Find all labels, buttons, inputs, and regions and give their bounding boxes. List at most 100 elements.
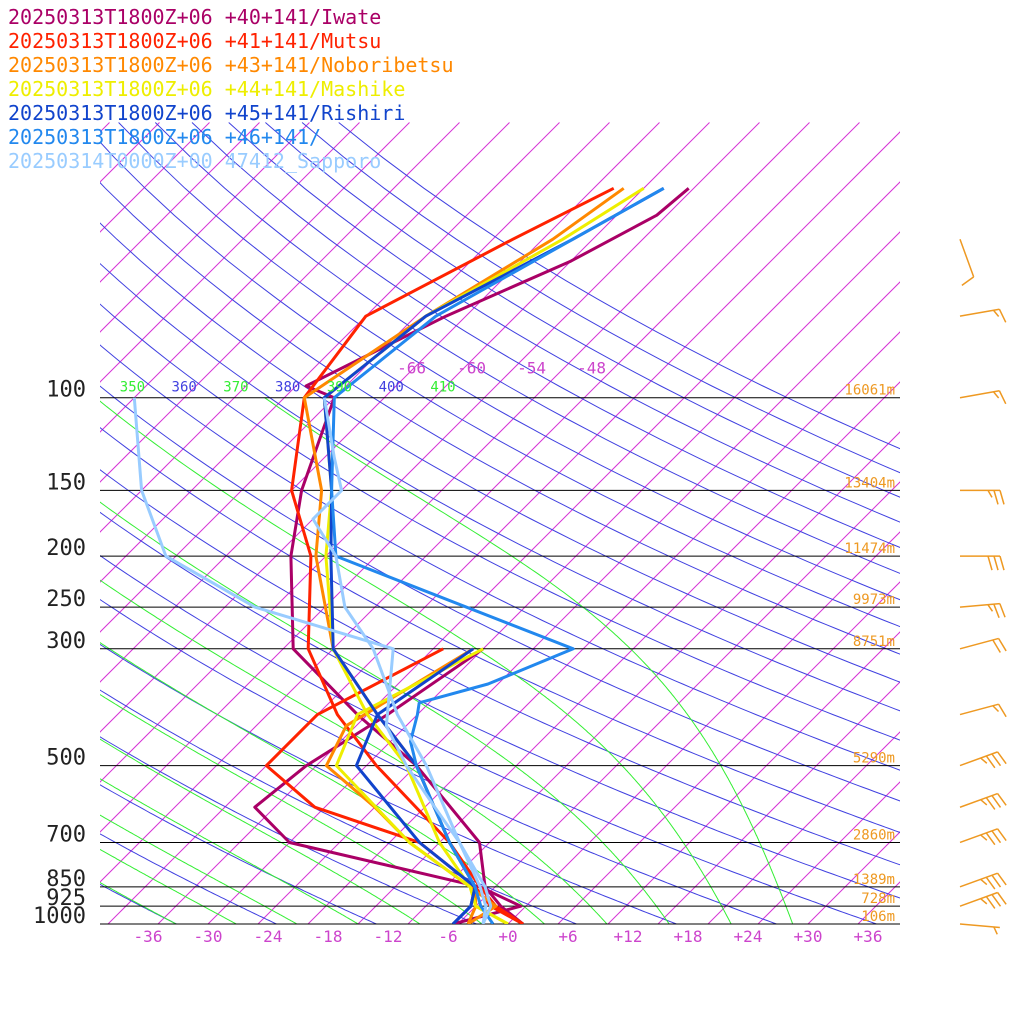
temperature-tick-label: -6 [438,927,457,946]
isotherm-line [357,381,900,924]
moist-adiabat-line [100,814,298,924]
wind-barb-shaft [959,751,998,767]
wind-barb-feather [961,276,975,287]
isotherm-line [307,331,900,924]
moist-adiabat-line [100,400,732,924]
moist-adiabat-line [100,738,421,924]
wind-barb [959,792,1007,810]
wind-barb-feather [996,751,1007,765]
temperature-tick-label: +36 [854,927,883,946]
legend-entry: 20250313T1800Z+06 +46+141/ [8,125,321,149]
wind-barb-feather [980,898,988,905]
wind-barb-feather [996,828,1007,842]
dry-adiabat-line [338,122,900,450]
pressure-tick-label: 200 [46,536,86,561]
isotherm-line [100,122,260,283]
wind-barb-shaft [959,792,998,808]
theta-label: 350 [120,380,145,396]
wind-barb-shaft [959,390,1000,399]
wind-barb [959,239,975,287]
pressure-tick-label: 925 [46,886,86,911]
isotherm-line [0,123,9,936]
temperature-tick-label: +12 [614,927,643,946]
wind-barb-feather [992,391,1000,399]
pressure-tick-label: 300 [46,629,86,654]
isotherm-line [100,122,160,183]
wind-barb-feather [985,832,996,846]
theta-label: 390 [327,380,352,396]
wind-barb-feather [991,830,1002,844]
legend-entry: 20250313T1800Z+06 +45+141/Rishiri [8,101,405,125]
temperature-tick-label: -30 [194,927,223,946]
wind-barb-feather [987,490,993,498]
theta-label: 400 [379,380,404,396]
wind-barb-feather [985,755,996,769]
sounding-line [132,397,488,924]
wind-barb-feather [998,308,1007,323]
sounding-line [264,647,524,924]
isotherm-line [100,122,860,883]
wind-barb-feather [993,490,999,505]
isotherm-line [807,831,900,924]
isotherm-line [997,123,1024,936]
isotherm-line [100,122,510,533]
isotherm-line [100,122,410,433]
sounding-line [330,186,665,924]
moist-adiabat-line [100,579,608,924]
dry-adiabat-line [228,122,900,523]
dry-adiabat-line [100,181,900,655]
legend-entry: 20250313T1800Z+06 +44+141/Mashike [8,77,405,101]
theta-label: 410 [430,380,455,396]
isotherm-line [707,731,900,924]
pressure-tick-label: 1000 [33,904,86,929]
isotherm-line [100,122,810,833]
wind-barb-shaft [959,828,998,844]
dry-adiabat-line [100,222,900,683]
height-label: 5290m [853,751,895,767]
height-label: 13404m [844,475,895,491]
wind-barb [959,308,1007,323]
wind-barb-feather [996,892,1007,905]
wind-barb-feather [985,797,996,810]
wind-barb [959,703,1007,718]
isotherm-line [607,631,900,924]
pressure-tick-label: 850 [46,867,86,892]
dry-adiabat-line [301,122,900,474]
isotherm-line [457,481,900,924]
wind-barb [959,891,1007,909]
isotherm-line [657,681,900,924]
wind-barb-feather [999,603,1006,618]
wind-barb-feather [992,309,1000,317]
wind-barb [959,751,1007,769]
temperature-tick-label: +0 [498,927,517,946]
isotherm-line [100,122,210,233]
background-grid [0,122,1024,936]
wind-barb-feather [992,639,1001,653]
theta-label: 360 [172,380,197,396]
wind-barb-shaft [959,703,999,716]
wind-barb-feather [991,753,1002,767]
temperature-tick-label: +24 [734,927,763,946]
wind-barb-feather [987,604,994,612]
isotherm-line [507,531,900,924]
wind-barb-shaft [959,637,999,650]
dry-adiabat-line [100,833,278,924]
wind-barb-feather [996,793,1007,806]
wind-barb-shaft [959,923,1000,929]
pressure-tick-label: 250 [46,587,86,612]
wind-barb-feather [991,894,1002,907]
isotherm-line [100,122,110,133]
isotherm-line [557,581,900,924]
wind-barb-shaft [959,239,975,278]
moist-adiabat-line [100,778,360,924]
wind-barb-feather [993,926,998,935]
temperature-tick-label: -18 [314,927,343,946]
isobar-lines [100,397,900,925]
dry-adiabat-line [100,784,378,924]
temperature-tick-label: -24 [254,927,283,946]
moist-adiabat-line [100,501,670,924]
isotherm-line [100,122,460,483]
sounding-line [289,187,690,924]
temperature-tick-label: +30 [794,927,823,946]
